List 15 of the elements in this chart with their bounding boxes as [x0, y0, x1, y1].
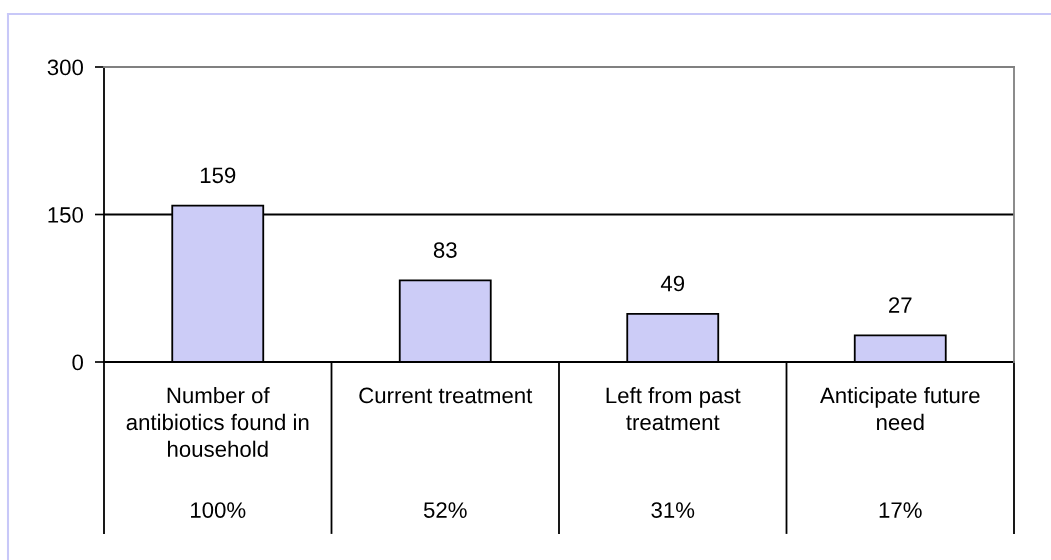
x-tick-label: Current treatment	[359, 387, 533, 404]
text: 52%	[423, 502, 467, 518]
text: 17%	[879, 502, 922, 518]
data-label: 49	[660, 275, 685, 292]
data-label: 27	[889, 297, 912, 313]
y-tick-label: 0	[72, 354, 83, 371]
x-tick-label: Number of antibiotics found in household	[126, 387, 309, 457]
y-tick-label: 150	[48, 207, 83, 223]
x-tick-label: Left from past treatment	[606, 387, 741, 431]
x-tick-label: Anticipate future need	[820, 387, 980, 431]
text: 31%	[651, 502, 695, 518]
data-label: 159	[200, 167, 236, 184]
text: 100%	[191, 502, 246, 518]
y-tick-label: 300	[47, 59, 83, 76]
data-label: 83	[433, 242, 457, 258]
